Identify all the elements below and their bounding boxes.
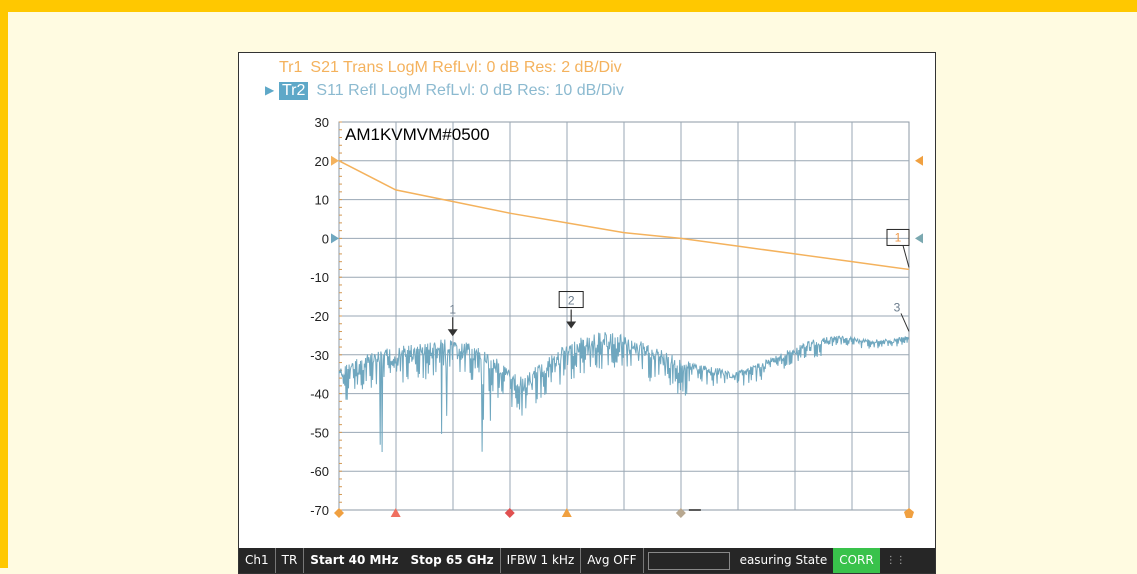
marker-label: 3	[894, 300, 901, 314]
marker-stem	[900, 313, 910, 332]
y-tick-label: -30	[310, 348, 329, 363]
tr2-ref-right-icon	[915, 233, 923, 244]
edge-triangles	[331, 155, 923, 518]
bottom-marker-diamond-icon	[334, 508, 344, 518]
trace2-title[interactable]: Tr2 S11 Refl LogM RefLvl: 0 dB Res: 10 dB…	[279, 82, 624, 100]
marker-label: 1	[449, 302, 456, 316]
trace2-line	[338, 332, 910, 453]
y-tick-label: -10	[310, 270, 329, 285]
marker-arrow-icon	[566, 321, 577, 329]
marker-label: 1	[895, 230, 902, 244]
corr-badge[interactable]: CORR	[833, 548, 880, 573]
chart-markers: 1 2 3 1	[447, 228, 910, 337]
resize-grip-icon[interactable]: ⋮⋮	[885, 555, 906, 566]
analyzer-screen: Tr1 S21 Trans LogM RefLvl: 0 dB Res: 2 dB…	[238, 52, 936, 574]
bottom-marker-triangle-icon	[561, 508, 572, 517]
bottom-marker-pentagon-icon	[904, 508, 914, 518]
marker-box	[558, 291, 584, 309]
trace1-id: Tr1	[279, 59, 303, 76]
avg-label[interactable]: Avg OFF	[581, 548, 644, 573]
chart-grid	[338, 121, 910, 511]
trace1-line	[338, 160, 910, 271]
trace2-id: Tr2	[279, 82, 309, 100]
marker-arrow-icon	[447, 329, 458, 337]
trace1-title[interactable]: Tr1 S21 Trans LogM RefLvl: 0 dB Res: 2 dB…	[279, 59, 622, 77]
chart-plot: 30 20 10 0 -10 -20 -30 -40 -50 -60 -70 1 2 3 1 AM1KVM…	[310, 115, 923, 518]
y-tick-label: -50	[310, 425, 329, 440]
stop-frequency[interactable]: Stop 65 GHz	[404, 548, 501, 573]
chart-traces	[338, 160, 910, 453]
y-tick-label: 10	[315, 193, 329, 208]
y-tick-label: 20	[315, 154, 329, 169]
bottom-marker-diamond-icon	[504, 508, 515, 518]
start-frequency[interactable]: Start 40 MHz	[310, 553, 399, 567]
channel-label[interactable]: Ch1	[239, 548, 276, 573]
measuring-state: easuring State	[739, 553, 828, 567]
y-tick-label: -20	[310, 309, 329, 324]
y-tick-label: 0	[322, 231, 329, 246]
tr1-ref-right-icon	[915, 155, 923, 166]
status-bar: Ch1 TR Start 40 MHz Stop 65 GHz IFBW 1 k…	[239, 548, 935, 573]
trace2-label: S11 Refl LogM RefLvl: 0 dB Res: 10 dB/Di…	[316, 82, 624, 99]
tr2-ref-left-icon	[331, 233, 339, 244]
y-tick-label: -70	[310, 503, 329, 518]
bottom-marker-diamond-icon	[675, 508, 686, 518]
status-blank-field	[647, 551, 730, 570]
mode-label[interactable]: TR	[276, 548, 305, 573]
active-trace-arrow-icon: ▶	[265, 83, 275, 97]
marker-box	[886, 228, 910, 246]
marker-stem	[902, 245, 910, 268]
trace1-label: S21 Trans LogM RefLvl: 0 dB Res: 2 dB/Di…	[310, 59, 622, 76]
y-tick-labels: 30 20 10 0 -10 -20 -30 -40 -50 -60 -70	[310, 115, 329, 518]
tr1-ref-left-icon	[331, 155, 339, 166]
y-tick-label: 30	[315, 115, 329, 130]
y-tick-label: -60	[310, 464, 329, 479]
marker-label: 2	[568, 294, 575, 308]
ifbw-label[interactable]: IFBW 1 kHz	[501, 548, 582, 573]
chart-annotation: AM1KVMVM#0500	[345, 125, 490, 144]
bottom-marker-triangle-icon	[390, 508, 401, 517]
y-tick-label: -40	[310, 387, 329, 402]
